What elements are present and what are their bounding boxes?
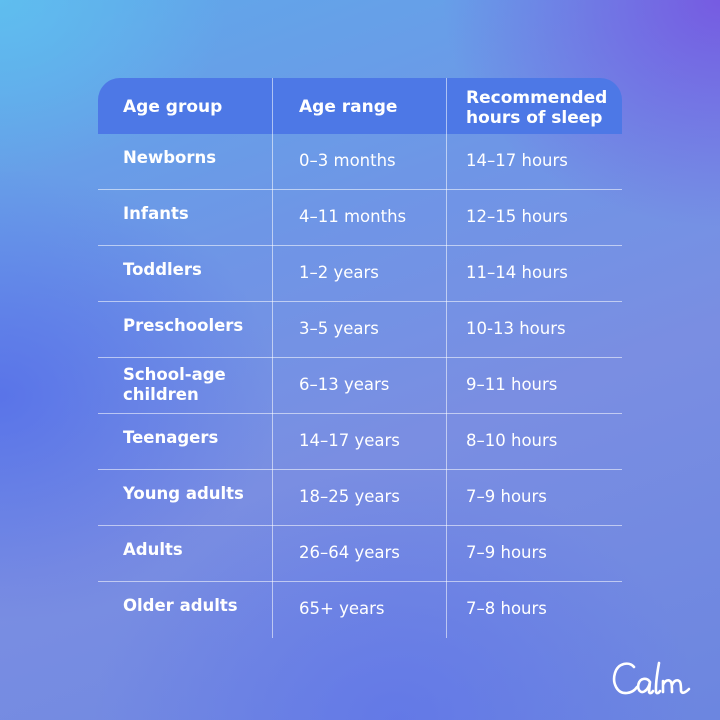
sleep-hours-cell: 12–15 hours xyxy=(466,207,568,226)
table-row: Preschoolers 3–5 years 10-13 hours xyxy=(98,302,622,358)
age-group-cell: Newborns xyxy=(123,148,217,167)
header-recommended-hours: Recommended hours of sleep xyxy=(466,88,607,128)
age-range-cell: 18–25 years xyxy=(299,487,400,506)
header-age-group: Age group xyxy=(123,97,223,117)
age-range-cell: 6–13 years xyxy=(299,375,390,394)
age-group-cell: Older adults xyxy=(123,596,238,615)
sleep-hours-cell: 14–17 hours xyxy=(466,151,568,170)
age-group-cell: School-age children xyxy=(123,365,226,405)
sleep-hours-cell: 11–14 hours xyxy=(466,263,568,282)
age-range-cell: 3–5 years xyxy=(299,319,379,338)
header-recommended-hours-line1: Recommended xyxy=(466,88,608,108)
sleep-hours-cell: 7–8 hours xyxy=(466,599,547,618)
age-range-cell: 14–17 years xyxy=(299,431,400,450)
calm-logo xyxy=(612,661,691,695)
age-group-cell: Toddlers xyxy=(123,260,202,279)
column-divider xyxy=(272,78,273,638)
table-row: School-age children 6–13 years 9–11 hour… xyxy=(98,358,622,414)
table-row: Older adults 65+ years 7–8 hours xyxy=(98,582,622,638)
age-range-cell: 26–64 years xyxy=(299,543,400,562)
age-group-cell: Teenagers xyxy=(123,428,219,447)
sleep-recommendations-table: Age group Age range Recommended hours of… xyxy=(98,78,622,638)
age-group-cell: Infants xyxy=(123,204,189,223)
table-row: Adults 26–64 years 7–9 hours xyxy=(98,526,622,582)
age-group-cell: Young adults xyxy=(123,484,244,503)
table-body: Newborns 0–3 months 14–17 hours Infants … xyxy=(98,134,622,638)
age-group-line2: children xyxy=(123,385,199,404)
table-row: Newborns 0–3 months 14–17 hours xyxy=(98,134,622,190)
age-group-cell: Adults xyxy=(123,540,183,559)
header-age-range: Age range xyxy=(299,97,398,117)
table-row: Young adults 18–25 years 7–9 hours xyxy=(98,470,622,526)
sleep-hours-cell: 8–10 hours xyxy=(466,431,558,450)
age-range-cell: 1–2 years xyxy=(299,263,379,282)
sleep-hours-cell: 7–9 hours xyxy=(466,487,547,506)
table-header: Age group Age range Recommended hours of… xyxy=(98,78,622,134)
column-divider xyxy=(446,78,447,638)
header-recommended-hours-line2: hours of sleep xyxy=(466,108,603,128)
table-row: Infants 4–11 months 12–15 hours xyxy=(98,190,622,246)
sleep-hours-cell: 10-13 hours xyxy=(466,319,566,338)
table-row: Teenagers 14–17 years 8–10 hours xyxy=(98,414,622,470)
age-group-cell: Preschoolers xyxy=(123,316,244,335)
age-range-cell: 0–3 months xyxy=(299,151,396,170)
age-range-cell: 65+ years xyxy=(299,599,385,618)
sleep-hours-cell: 7–9 hours xyxy=(466,543,547,562)
table-row: Toddlers 1–2 years 11–14 hours xyxy=(98,246,622,302)
sleep-hours-cell: 9–11 hours xyxy=(466,375,558,394)
age-group-line1: School-age xyxy=(123,365,226,384)
age-range-cell: 4–11 months xyxy=(299,207,407,226)
